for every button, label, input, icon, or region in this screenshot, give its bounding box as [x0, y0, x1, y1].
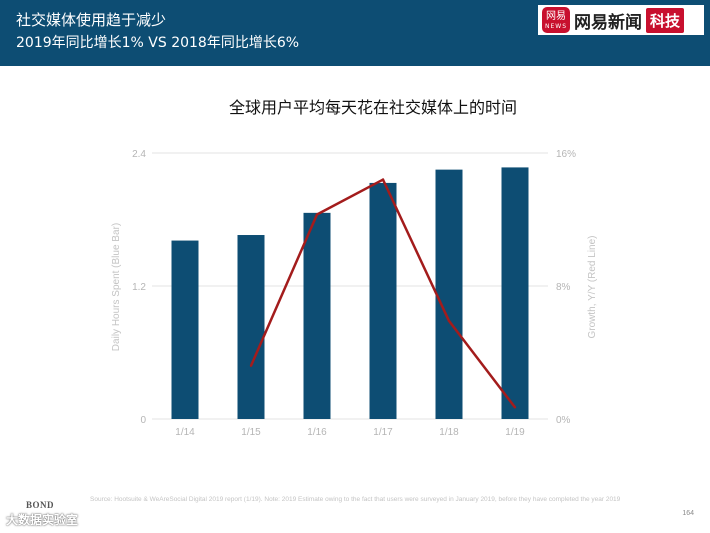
- chart: 全球用户平均每天花在社交媒体上的时间 0 0% 1.2 8% 2.4 16% 1/14 1/1…: [111, 98, 598, 438]
- page-title: 社交媒体使用趋于减少: [16, 11, 167, 29]
- chart-title: 全球用户平均每天花在社交媒体上的时间: [229, 98, 517, 117]
- bar: [303, 212, 331, 419]
- y-tick-label-left: 0: [140, 415, 146, 426]
- y-axis-label-right: Growth, Y/Y (Red Line): [587, 235, 598, 338]
- tick-layer: 0 0% 1.2 8% 2.4 16% 1/14 1/15 1/16 1/17 1/18 1/19: [132, 149, 576, 438]
- x-tick-label: 1/14: [175, 427, 195, 438]
- growth-point: [447, 319, 451, 323]
- bar: [369, 182, 397, 419]
- y-axis-label-left: Daily Hours Spent (Blue Bar): [111, 223, 122, 351]
- x-tick-label: 1/16: [307, 427, 327, 438]
- grid-layer: [152, 152, 548, 420]
- bond-logo: BOND: [26, 500, 55, 510]
- bar-layer: [171, 167, 529, 419]
- bar: [501, 167, 529, 419]
- brand-logo: 网易 NEWS 网易新闻 科技: [538, 5, 704, 35]
- page-subtitle: 2019年同比增长1% VS 2018年同比增长6%: [16, 35, 300, 51]
- brand-tag: 科技: [646, 7, 685, 33]
- brand-name: 网易新闻: [574, 12, 642, 33]
- source-note: Source: Hootsuite & WeAreSocial Digital …: [90, 496, 621, 503]
- page-number: 164: [682, 510, 694, 517]
- growth-point: [513, 406, 517, 409]
- growth-point: [381, 178, 385, 181]
- y-tick-label-left: 2.4: [132, 149, 146, 160]
- netease-logo-icon: 网易 NEWS: [542, 7, 570, 33]
- x-tick-label: 1/17: [373, 427, 393, 438]
- watermark: 大数据实验室: [6, 513, 79, 527]
- y-tick-label-left: 1.2: [132, 282, 146, 293]
- x-tick-label: 1/19: [505, 427, 525, 438]
- growth-point: [315, 213, 319, 216]
- bar: [171, 240, 199, 419]
- y-tick-label-right: 16%: [556, 149, 576, 160]
- bar: [435, 169, 463, 419]
- x-tick-label: 1/15: [241, 427, 261, 438]
- line-layer: [249, 178, 517, 409]
- growth-point: [249, 364, 253, 367]
- bar: [237, 235, 265, 419]
- x-tick-label: 1/18: [439, 427, 459, 438]
- y-tick-label-right: 0%: [556, 415, 571, 426]
- y-tick-label-right: 8%: [556, 282, 571, 293]
